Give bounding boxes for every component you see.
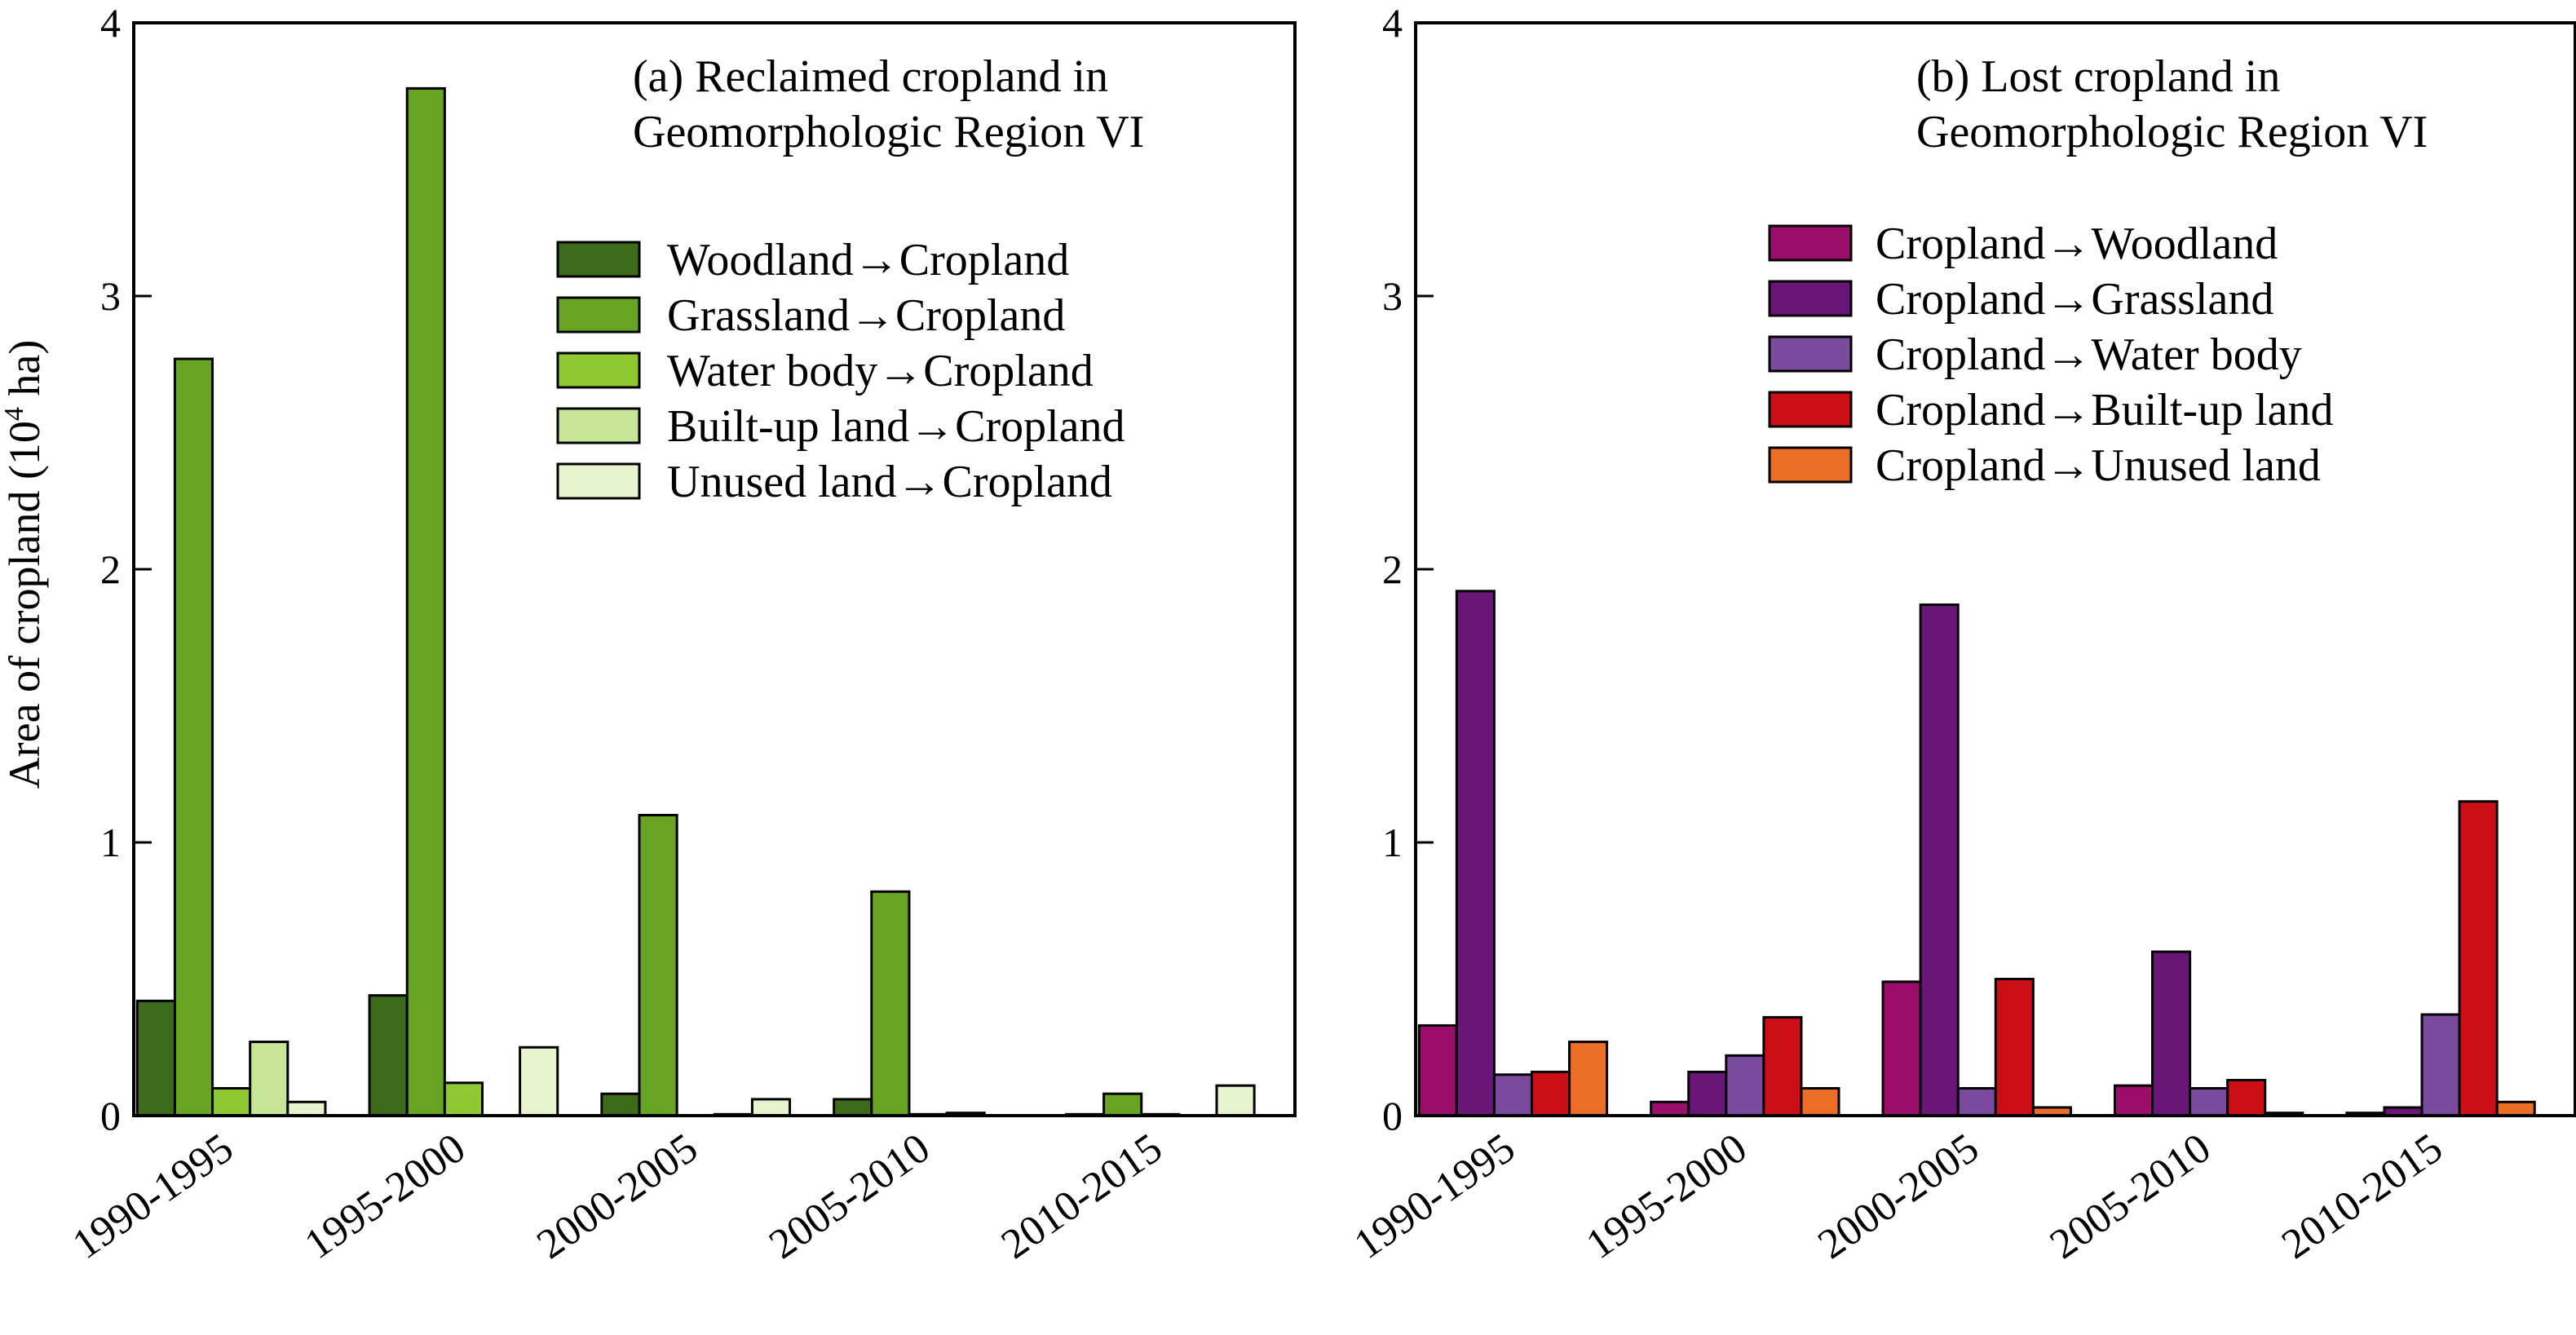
y-tick-label-b-4: 4 — [1382, 0, 1403, 46]
legend-label-unused-land-to-cropland: Unused land→Cropland — [667, 457, 1112, 507]
bar-b-cropland-to-woodland-2000-2005 — [1881, 980, 1922, 1117]
x-tick-label-a-1990-1995: 1990-1995 — [64, 1125, 241, 1268]
bar-b-cropland-to-unused-land-1995-2000 — [1800, 1087, 1840, 1117]
bar-a-unused-land-to-cropland-1995-2000 — [519, 1045, 559, 1117]
bar-a-built-up-land-to-cropland-1990-1995 — [249, 1041, 289, 1117]
bar-b-cropland-to-grassland-2005-2010 — [2151, 950, 2192, 1117]
legend-label-woodland-to-cropland: Woodland→Cropland — [667, 235, 1069, 285]
panel-title-b-line2: Geomorphologic Region VI — [1916, 107, 2428, 157]
y-tick-label-a-4: 4 — [100, 0, 121, 46]
bar-b-cropland-to-built-up-land-1990-1995 — [1530, 1070, 1571, 1117]
legend-swatch-built-up-land-to-cropland — [556, 407, 641, 444]
panel-title-a-line2: Geomorphologic Region VI — [633, 107, 1144, 157]
bar-b-cropland-to-woodland-2005-2010 — [2113, 1084, 2154, 1117]
bar-a-water-body-to-cropland-1990-1995 — [211, 1087, 252, 1117]
x-tick-label-a-2005-2010: 2005-2010 — [761, 1125, 938, 1268]
legend-swatch-grassland-to-cropland — [556, 296, 641, 334]
bar-a-woodland-to-cropland-1990-1995 — [135, 999, 176, 1117]
legend-swatch-cropland-to-woodland — [1768, 224, 1853, 262]
x-tick-label-a-2010-2015: 2010-2015 — [993, 1125, 1170, 1268]
bar-a-grassland-to-cropland-2005-2010 — [870, 890, 911, 1117]
bar-a-unused-land-to-cropland-2010-2015 — [1215, 1084, 1256, 1117]
bar-a-unused-land-to-cropland-2000-2005 — [750, 1098, 792, 1117]
y-tick-label-a-2: 2 — [100, 546, 121, 592]
bar-a-water-body-to-cropland-1995-2000 — [443, 1081, 484, 1117]
bar-a-grassland-to-cropland-1990-1995 — [173, 357, 214, 1117]
legend-b: Cropland→WoodlandCropland→GrasslandCropl… — [1768, 219, 2334, 491]
panel-b-lost-cropland: 0 1 2 3 4 1990-1995 1995-2000 2000-2005 2005-201… — [1346, 0, 2576, 1268]
legend-label-cropland-to-unused-land: Cropland→Unused land — [1876, 440, 2321, 491]
y-tick-label-b-0: 0 — [1382, 1093, 1403, 1138]
legend-swatch-woodland-to-cropland — [556, 241, 641, 278]
bar-a-woodland-to-cropland-2005-2010 — [833, 1098, 873, 1117]
bar-a-grassland-to-cropland-2010-2015 — [1102, 1092, 1143, 1117]
bar-a-woodland-to-cropland-2000-2005 — [600, 1092, 641, 1117]
x-tick-label-b-2000-2005: 2000-2005 — [1810, 1125, 1987, 1268]
bar-a-grassland-to-cropland-1995-2000 — [405, 86, 446, 1117]
legend-label-cropland-to-water-body: Cropland→Water body — [1876, 329, 2302, 380]
y-tick-label-b-1: 1 — [1382, 820, 1403, 865]
panel-a-reclaimed-cropland: 0 1 2 3 4 1990-1995 1995-2000 2000-2005 2005-201… — [64, 0, 1297, 1268]
y-tick-label-a-0: 0 — [100, 1093, 121, 1138]
legend-swatch-cropland-to-water-body — [1768, 335, 1853, 373]
y-tick-label-a-1: 1 — [100, 820, 121, 865]
legend-label-cropland-to-woodland: Cropland→Woodland — [1876, 219, 2278, 269]
x-tick-label-b-1995-2000: 1995-2000 — [1578, 1125, 1755, 1268]
bar-b-cropland-to-grassland-1995-2000 — [1687, 1070, 1728, 1117]
bar-b-cropland-to-unused-land-2010-2015 — [2495, 1100, 2536, 1117]
bar-a-grassland-to-cropland-2000-2005 — [638, 814, 678, 1117]
x-tick-label-b-2010-2015: 2010-2015 — [2273, 1125, 2450, 1268]
bar-b-cropland-to-water-body-2010-2015 — [2420, 1013, 2461, 1117]
bar-b-cropland-to-water-body-2005-2010 — [2189, 1087, 2229, 1117]
plot-frame-a — [132, 21, 1297, 1117]
bar-a-unused-land-to-cropland-1990-1995 — [286, 1100, 327, 1117]
bar-b-cropland-to-grassland-1990-1995 — [1455, 590, 1496, 1117]
y-tick-label-b-3: 3 — [1382, 273, 1403, 319]
legend-swatch-water-body-to-cropland — [556, 351, 641, 389]
legend-label-cropland-to-grassland: Cropland→Grassland — [1876, 274, 2273, 325]
legend-swatch-cropland-to-grassland — [1768, 280, 1853, 317]
x-tick-label-b-1990-1995: 1990-1995 — [1346, 1125, 1523, 1268]
bar-b-cropland-to-woodland-1995-2000 — [1650, 1100, 1690, 1117]
y-tick-label-b-2: 2 — [1382, 546, 1403, 592]
legend-swatch-cropland-to-unused-land — [1768, 446, 1853, 484]
x-tick-label-a-1995-2000: 1995-2000 — [297, 1125, 474, 1268]
bar-b-cropland-to-woodland-1990-1995 — [1417, 1023, 1458, 1117]
legend-swatch-cropland-to-built-up-land — [1768, 391, 1853, 428]
bar-b-cropland-to-grassland-2000-2005 — [1919, 603, 1960, 1117]
legend-label-water-body-to-cropland: Water body→Cropland — [667, 346, 1094, 396]
y-axis-label: Area of cropland (104 ha) — [0, 340, 49, 789]
plot-frame-b — [1414, 21, 2576, 1117]
legend-a: Woodland→CroplandGrassland→CroplandWater… — [556, 235, 1125, 507]
bar-b-cropland-to-water-body-1995-2000 — [1725, 1054, 1765, 1117]
legend-label-cropland-to-built-up-land: Cropland→Built-up land — [1876, 385, 2334, 435]
bar-b-cropland-to-water-body-2000-2005 — [1956, 1087, 1997, 1117]
panel-title-a-line1: (a) Reclaimed cropland in — [633, 51, 1108, 102]
bar-b-cropland-to-unused-land-1990-1995 — [1568, 1041, 1609, 1117]
bar-b-cropland-to-built-up-land-2010-2015 — [2458, 800, 2499, 1117]
legend-label-built-up-land-to-cropland: Built-up land→Cropland — [667, 401, 1125, 452]
bar-b-cropland-to-built-up-land-1995-2000 — [1762, 1015, 1803, 1117]
panel-title-b-line1: (b) Lost cropland in — [1916, 51, 2280, 102]
bar-b-cropland-to-built-up-land-2005-2010 — [2226, 1078, 2267, 1117]
x-tick-label-b-2005-2010: 2005-2010 — [2042, 1125, 2219, 1268]
bar-b-cropland-to-water-body-1990-1995 — [1492, 1073, 1533, 1117]
y-tick-label-a-3: 3 — [100, 273, 121, 319]
legend-label-grassland-to-cropland: Grassland→Cropland — [667, 290, 1065, 341]
bar-a-woodland-to-cropland-1995-2000 — [368, 994, 409, 1117]
legend-swatch-unused-land-to-cropland — [556, 462, 641, 500]
x-tick-label-a-2000-2005: 2000-2005 — [529, 1125, 706, 1268]
bar-b-cropland-to-built-up-land-2000-2005 — [1994, 978, 2035, 1117]
